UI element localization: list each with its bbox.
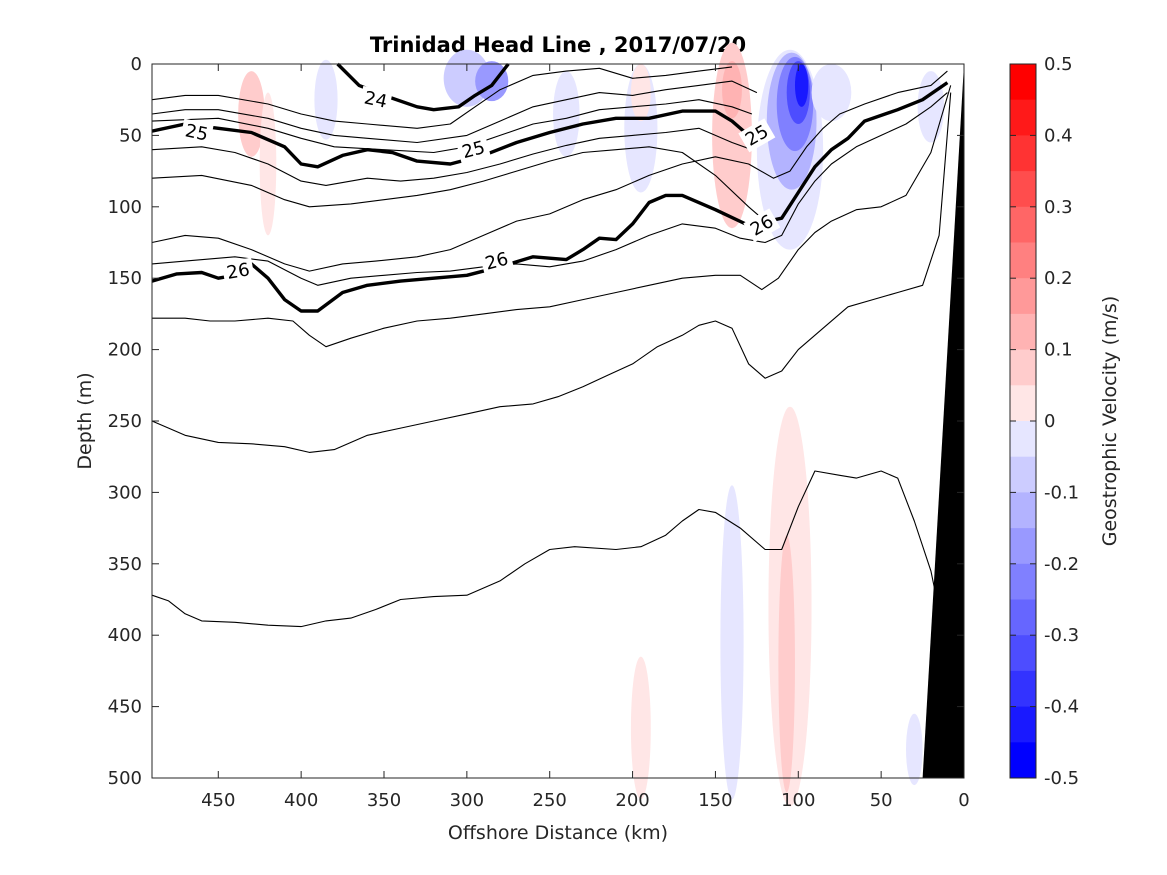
contour-label-bg	[456, 135, 491, 165]
y-tick-label: 100	[108, 197, 142, 218]
colorbar-label: Geostrophic Velocity (m/s)	[1099, 296, 1121, 546]
colorbar-swatch	[1010, 242, 1036, 279]
colorbar-tick-label: 0.3	[1044, 197, 1073, 218]
colorbar-swatch	[1010, 171, 1036, 208]
x-tick-label: 300	[450, 790, 484, 811]
velocity-patch	[778, 535, 795, 793]
colorbar-swatch	[1010, 456, 1036, 493]
contour-label-bg	[479, 246, 515, 276]
isopycnal	[151, 470, 955, 721]
contour-label: 25	[183, 120, 210, 145]
velocity-patch	[314, 59, 338, 140]
x-tick-label: 50	[870, 790, 893, 811]
chart-title: Trinidad Head Line , 2017/07/20	[370, 33, 746, 57]
y-tick-label: 50	[119, 125, 142, 146]
colorbar-ticks: 0.5 0.4 0.3 0.2 0.1 0 -0.1 -0.2 -0.3 -0.4 -0.5	[1010, 54, 1079, 789]
colorbar-tick-label: 0.5	[1044, 54, 1073, 75]
x-axis: 450 400 350 300 250 200 150 100 50 0	[201, 64, 970, 811]
colorbar-swatch	[1010, 135, 1036, 172]
colorbar-swatch	[1010, 421, 1036, 458]
y-tick-label: 150	[108, 268, 142, 289]
colorbar-tick-label: -0.1	[1044, 482, 1079, 503]
y-tick-label: 200	[108, 340, 142, 361]
colorbar-swatch	[1010, 599, 1036, 636]
isopycnal	[151, 66, 733, 129]
x-tick-label: 250	[533, 790, 567, 811]
colorbar-tick-label: -0.2	[1044, 554, 1079, 575]
y-axis: 0 50 100 150 200 250 300 350 400 450 500	[108, 54, 964, 789]
isopycnal-26	[151, 81, 949, 313]
colorbar-tick-label: 0	[1044, 411, 1055, 432]
velocity-patch	[553, 71, 580, 157]
velocity-patch	[811, 64, 852, 122]
colorbar-swatch	[1010, 670, 1036, 708]
y-tick-label: 300	[108, 482, 142, 503]
x-tick-label: 150	[698, 790, 732, 811]
density-contours	[151, 62, 955, 721]
isopycnal	[151, 146, 766, 222]
seafloor	[922, 64, 964, 778]
velocity-patch	[630, 656, 651, 800]
colorbar-swatches	[1010, 64, 1036, 779]
x-tick-label: 350	[367, 790, 401, 811]
colorbar-tick-label: -0.5	[1044, 768, 1079, 789]
x-tick-label: 450	[201, 790, 235, 811]
y-tick-label: 500	[108, 768, 142, 789]
velocity-patch	[722, 61, 742, 119]
colorbar-swatch	[1010, 313, 1036, 351]
plot-background	[152, 64, 964, 778]
contour-label-bg	[743, 208, 781, 243]
isopycnal	[151, 127, 753, 186]
isopycnal	[151, 92, 948, 286]
colorbar-swatch	[1010, 492, 1036, 529]
contour-label-bg	[358, 85, 393, 114]
y-axis-label: Depth (m)	[74, 372, 96, 469]
colorbar-tick-label: -0.3	[1044, 625, 1079, 646]
x-axis-label: Offshore Distance (km)	[448, 822, 668, 844]
y-tick-label: 350	[108, 554, 142, 575]
colorbar-swatch	[1010, 706, 1036, 743]
bathymetry	[922, 64, 964, 778]
contour-label: 26	[225, 259, 251, 284]
colorbar-tick-label: 0.4	[1044, 125, 1073, 146]
contour-label-bg	[221, 257, 255, 285]
velocity-patch	[906, 713, 923, 786]
y-tick-label: 0	[131, 54, 142, 75]
isopycnal-25	[151, 109, 750, 169]
x-tick-label: 100	[781, 790, 815, 811]
colorbar-swatch	[1010, 635, 1036, 672]
colorbar-swatch	[1010, 206, 1036, 243]
velocity-patch	[720, 485, 744, 800]
colorbar-swatch	[1010, 528, 1036, 565]
colorbar-tick-label: 0.1	[1044, 340, 1073, 361]
y-tick-label: 250	[108, 411, 142, 432]
contour-label-bg	[179, 118, 214, 147]
isopycnal	[151, 92, 952, 453]
colorbar-swatch	[1010, 563, 1036, 600]
x-tick-label: 0	[958, 790, 969, 811]
isopycnal	[152, 85, 952, 348]
velocity-patch	[794, 64, 809, 107]
colorbar-swatch	[1010, 278, 1036, 315]
y-tick-label: 400	[108, 625, 142, 646]
contour-label-bg	[738, 118, 776, 153]
isopycnal	[151, 99, 753, 154]
x-tick-label: 200	[615, 790, 649, 811]
colorbar-swatch	[1010, 64, 1036, 101]
colorbar-swatch	[1010, 742, 1036, 779]
contour-label: 24	[362, 88, 389, 113]
colorbar-swatch	[1010, 385, 1036, 422]
isopycnal	[151, 80, 758, 144]
colorbar: 0.5 0.4 0.3 0.2 0.1 0 -0.1 -0.2 -0.3 -0.4 -0.5	[1009, 54, 1079, 789]
colorbar-swatch	[1010, 349, 1036, 386]
y-tick-label: 450	[108, 697, 142, 718]
isopycnal	[151, 70, 948, 272]
colorbar-tick-label: -0.4	[1044, 697, 1079, 718]
colorbar-tick-label: 0.2	[1044, 268, 1073, 289]
x-tick-label: 400	[284, 790, 318, 811]
colorbar-swatch	[1010, 99, 1036, 136]
